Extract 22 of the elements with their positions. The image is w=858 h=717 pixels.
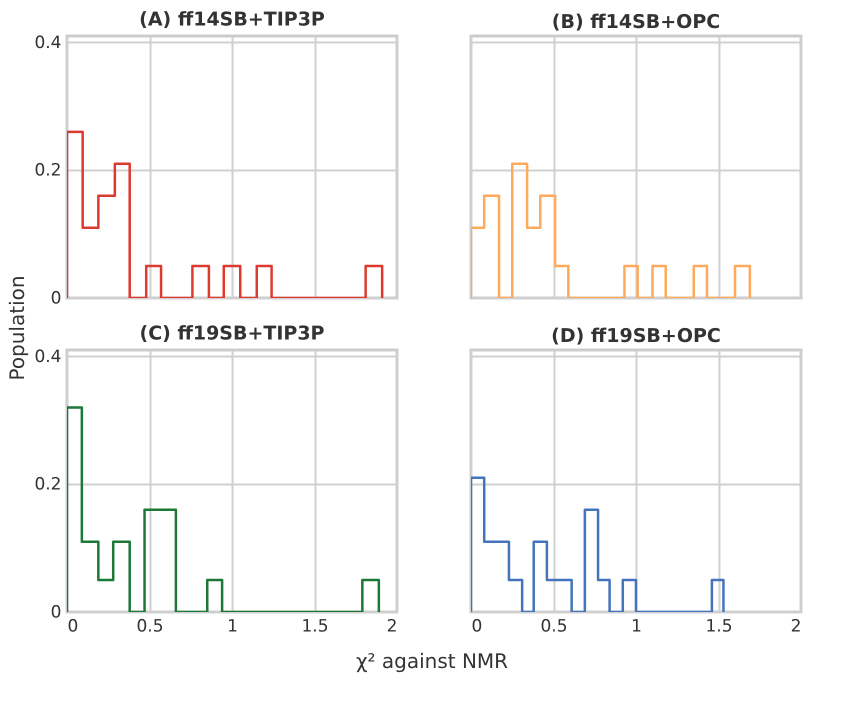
y-tick-label: 0 bbox=[50, 288, 62, 308]
chart-title: (D) ff19SB+OPC bbox=[551, 325, 721, 347]
x-tick-label: 1.5 bbox=[705, 616, 733, 636]
y-tick-label: 0.4 bbox=[34, 346, 62, 367]
y-tick-label: 0.2 bbox=[34, 474, 62, 495]
x-tick-label: 1 bbox=[631, 616, 642, 636]
y-tick-label: 0 bbox=[50, 602, 62, 622]
x-tick-label: 2 bbox=[386, 616, 398, 636]
chart-title: (C) ff19SB+TIP3P bbox=[140, 322, 325, 344]
x-axis-title: χ² against NMR bbox=[356, 649, 508, 673]
chart-title: (B) ff14SB+OPC bbox=[552, 11, 720, 33]
x-tick-label: 1.5 bbox=[301, 616, 329, 636]
y-axis-title: Population bbox=[5, 275, 29, 381]
chart-title: (A) ff14SB+TIP3P bbox=[139, 8, 325, 30]
x-tick-label: 0.5 bbox=[540, 616, 568, 636]
x-tick-label: 1 bbox=[227, 616, 238, 636]
x-tick-label: 0 bbox=[68, 616, 78, 636]
y-tick-label: 0.2 bbox=[34, 160, 62, 181]
x-tick-label: 2 bbox=[790, 616, 802, 636]
y-tick-label: 0.4 bbox=[34, 32, 62, 53]
x-tick-label: 0.5 bbox=[136, 616, 164, 636]
x-tick-label: 0 bbox=[472, 616, 482, 636]
